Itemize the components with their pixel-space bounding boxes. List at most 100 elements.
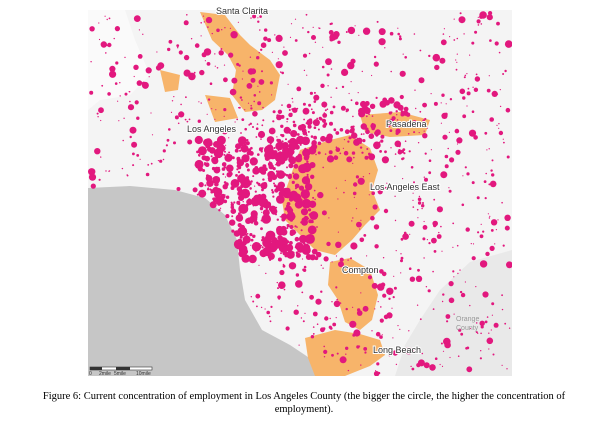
- dot: [313, 91, 316, 94]
- dot: [250, 104, 252, 107]
- dot: [245, 162, 249, 166]
- dot: [410, 365, 412, 368]
- dot: [136, 116, 140, 120]
- dot: [301, 237, 306, 241]
- dot: [294, 144, 300, 150]
- dot: [304, 183, 313, 191]
- dot: [250, 244, 252, 246]
- dot: [397, 104, 404, 111]
- dot: [275, 61, 283, 69]
- dot: [100, 119, 102, 122]
- dot: [440, 39, 447, 46]
- dot: [394, 165, 396, 167]
- dot: [304, 312, 306, 314]
- dot: [318, 27, 320, 29]
- dot: [335, 147, 341, 152]
- dot: [113, 37, 115, 40]
- dot: [176, 187, 181, 191]
- dot: [246, 139, 249, 142]
- dot: [310, 335, 315, 339]
- dot: [115, 61, 119, 65]
- dot: [260, 48, 263, 51]
- dot: [505, 107, 511, 113]
- dot: [236, 168, 239, 171]
- dot: [286, 227, 289, 229]
- dot: [280, 252, 282, 255]
- dot: [214, 182, 219, 187]
- dot: [347, 369, 350, 372]
- dot: [475, 322, 478, 324]
- dot: [418, 77, 425, 84]
- dot: [488, 148, 490, 150]
- dot: [258, 91, 261, 93]
- dot: [466, 105, 468, 107]
- dot: [236, 186, 243, 192]
- dot: [453, 276, 455, 278]
- dot: [280, 310, 283, 312]
- dot: [466, 366, 473, 373]
- dot: [306, 119, 313, 126]
- dot: [296, 226, 298, 228]
- dot: [463, 76, 466, 79]
- dot: [107, 42, 112, 48]
- dot: [384, 150, 387, 154]
- dot: [350, 58, 356, 64]
- dot: [289, 225, 294, 229]
- dot: [138, 29, 140, 31]
- dot: [257, 182, 261, 186]
- dot: [253, 100, 255, 103]
- dot: [355, 175, 359, 179]
- dot: [312, 119, 320, 127]
- dot: [141, 81, 146, 86]
- dot: [150, 112, 152, 114]
- dot: [488, 183, 491, 186]
- dot: [442, 350, 445, 352]
- dot: [477, 24, 480, 26]
- dot: [292, 144, 295, 147]
- scale-label: 2mile: [99, 371, 111, 377]
- dot: [339, 128, 344, 132]
- dot: [428, 171, 432, 175]
- dot: [187, 139, 193, 145]
- dot: [256, 305, 258, 308]
- dot: [350, 81, 352, 83]
- dot: [133, 15, 141, 22]
- dot: [280, 225, 287, 232]
- dot: [504, 225, 510, 231]
- dot: [276, 281, 278, 284]
- dot: [278, 240, 284, 246]
- dot: [286, 224, 290, 228]
- dot: [104, 15, 106, 17]
- dot: [327, 85, 329, 87]
- dot: [128, 91, 130, 93]
- dot: [399, 35, 402, 38]
- dot: [321, 210, 327, 216]
- dot: [310, 108, 313, 111]
- dot: [448, 189, 452, 193]
- dot: [352, 333, 356, 337]
- dot: [223, 64, 226, 66]
- dot: [489, 215, 491, 217]
- dot: [504, 40, 512, 48]
- dot: [178, 111, 185, 118]
- dot: [436, 234, 442, 239]
- dot: [367, 275, 373, 280]
- dot: [288, 163, 294, 169]
- dot: [364, 155, 369, 160]
- dot: [207, 98, 211, 101]
- dot: [397, 32, 401, 36]
- dot: [239, 96, 243, 99]
- dot: [488, 217, 491, 219]
- dot: [422, 225, 428, 230]
- dot: [365, 115, 368, 118]
- dot: [433, 223, 437, 228]
- dot: [249, 215, 257, 223]
- dot: [379, 318, 384, 323]
- dot: [94, 148, 101, 155]
- dot: [486, 316, 489, 318]
- dot: [273, 184, 277, 188]
- dot: [380, 139, 384, 143]
- dot: [326, 155, 335, 163]
- dot: [294, 18, 297, 20]
- dot: [399, 328, 401, 330]
